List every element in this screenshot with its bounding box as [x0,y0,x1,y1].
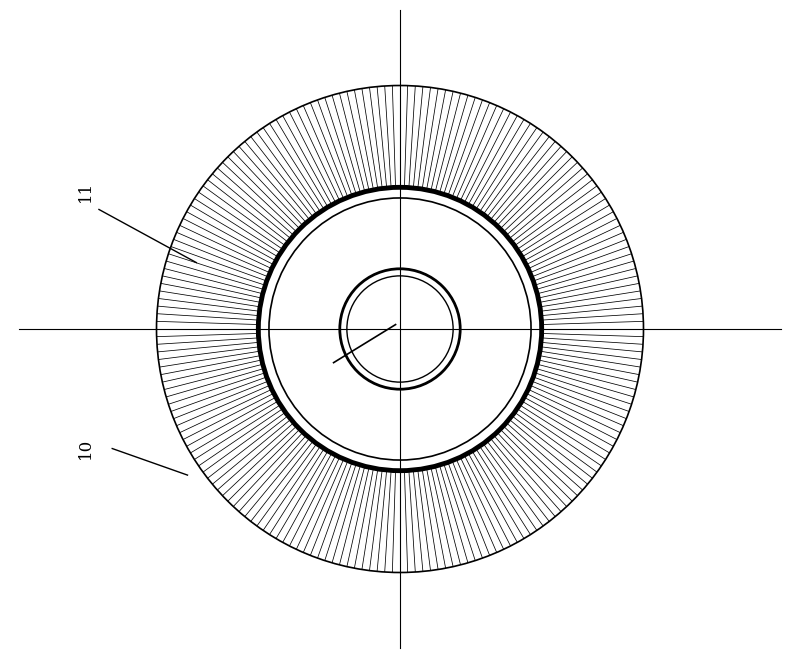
Circle shape [258,188,542,470]
Text: 11: 11 [77,181,94,203]
Circle shape [340,268,460,390]
Text: 10: 10 [77,438,94,459]
